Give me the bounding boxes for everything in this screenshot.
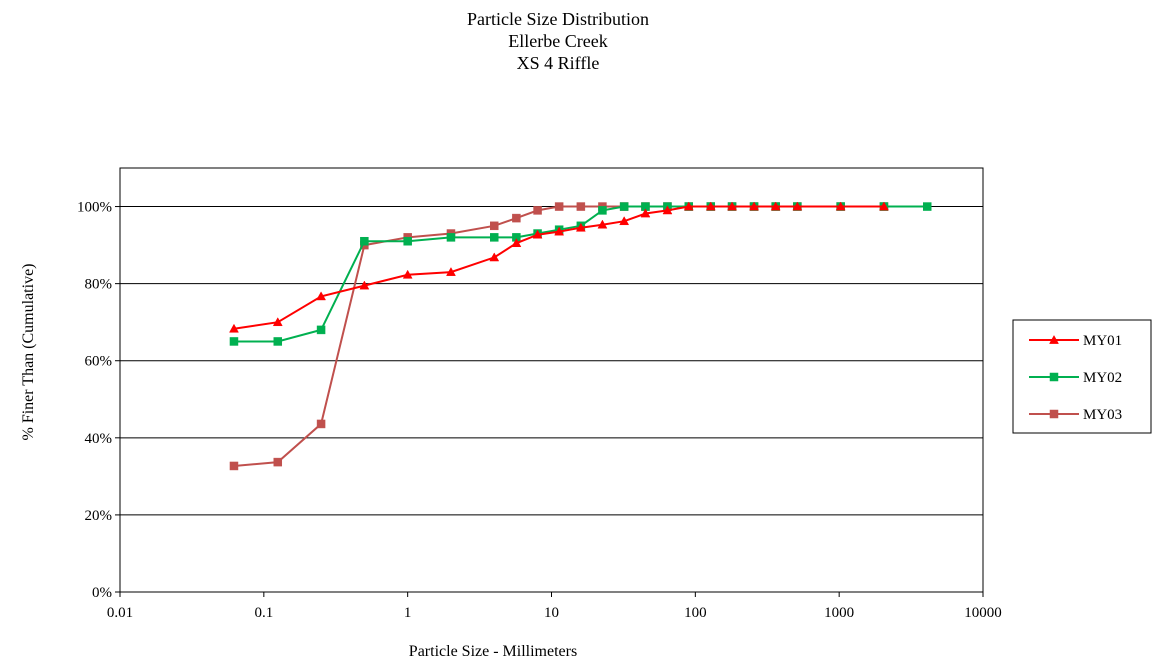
y-axis-label: % Finer Than (Cumulative) xyxy=(20,264,37,441)
x-tick-label: 100 xyxy=(684,605,707,621)
data-point-my01 xyxy=(575,222,586,232)
x-tick-label: 0.01 xyxy=(107,605,133,621)
data-point-my03 xyxy=(316,419,326,429)
data-point-my02 xyxy=(316,325,326,335)
legend: MY01 MY02 MY03 xyxy=(1012,319,1152,434)
data-point-my03 xyxy=(512,213,521,223)
data-point-my03 xyxy=(533,206,542,215)
chart-title-line-1: Particle Size Distribution xyxy=(467,9,649,29)
data-point-my01 xyxy=(316,291,326,301)
plot-frame xyxy=(119,167,984,593)
data-point-my02 xyxy=(619,202,629,211)
y-tick-label: 20% xyxy=(85,508,113,524)
data-point-my02 xyxy=(403,236,412,246)
chart-title: Particle Size Distribution Ellerbe Creek… xyxy=(467,9,649,73)
data-point-my03 xyxy=(229,461,239,471)
data-point-my01 xyxy=(792,201,803,211)
data-point-my01 xyxy=(879,201,889,211)
data-point-my03 xyxy=(490,221,499,231)
y-tick-label: 80% xyxy=(85,277,113,293)
data-point-my01 xyxy=(619,216,630,226)
data-point-my02 xyxy=(490,233,499,242)
data-point-my01 xyxy=(597,219,608,229)
x-tick-label: 1 xyxy=(404,605,412,621)
data-point-my01 xyxy=(640,208,651,218)
data-point-my01 xyxy=(727,201,737,211)
plot-area: 0% 20% 40% 60% 80% 100% 0.01 0.1 1 10 100 1000 10000 xyxy=(77,167,1002,621)
data-point-my02 xyxy=(273,337,283,346)
data-point-my02 xyxy=(360,236,369,246)
data-point-my03 xyxy=(554,202,564,211)
legend-marker-my01 xyxy=(1049,334,1059,344)
data-point-my01 xyxy=(229,323,239,333)
legend-marker-my02 xyxy=(1049,372,1059,382)
data-point-my01 xyxy=(511,238,522,248)
data-point-my01 xyxy=(770,201,781,211)
legend-label-my01: MY01 xyxy=(1083,333,1122,349)
data-point-my02 xyxy=(229,337,239,346)
data-point-my01 xyxy=(554,226,565,236)
data-point-my01 xyxy=(272,317,283,327)
data-point-my01 xyxy=(835,201,846,211)
data-point-my02 xyxy=(922,202,932,211)
legend-label-my03: MY03 xyxy=(1083,407,1122,423)
data-point-my02 xyxy=(598,206,607,215)
legend-marker-my03 xyxy=(1049,409,1059,419)
chart-title-line-2: Ellerbe Creek xyxy=(508,31,607,51)
x-tick-label: 10 xyxy=(544,605,559,621)
data-point-my01 xyxy=(532,229,543,239)
data-point-my01 xyxy=(683,201,694,211)
y-tick-label: 100% xyxy=(77,200,112,216)
data-point-my01 xyxy=(749,201,759,211)
data-point-my03 xyxy=(576,202,586,211)
x-tick-label: 10000 xyxy=(964,605,1002,621)
x-tick-label: 0.1 xyxy=(254,605,273,621)
data-point-my01 xyxy=(359,280,370,290)
x-tick-label: 1000 xyxy=(824,605,854,621)
data-point-my02 xyxy=(446,233,456,242)
y-tick-label: 60% xyxy=(85,354,113,370)
data-point-my01 xyxy=(446,267,456,276)
legend-label-my02: MY02 xyxy=(1083,370,1122,386)
data-point-my01 xyxy=(705,201,716,211)
y-tick-label: 40% xyxy=(85,431,113,447)
x-axis-label: Particle Size - Millimeters xyxy=(409,643,577,660)
data-point-my03 xyxy=(273,457,283,467)
series-line-my03 xyxy=(233,205,884,467)
chart-title-line-3: XS 4 Riffle xyxy=(517,53,600,73)
data-point-my01 xyxy=(489,252,500,262)
data-point-my01 xyxy=(662,205,673,215)
data-point-my01 xyxy=(402,269,413,279)
y-tick-label: 0% xyxy=(92,585,112,601)
